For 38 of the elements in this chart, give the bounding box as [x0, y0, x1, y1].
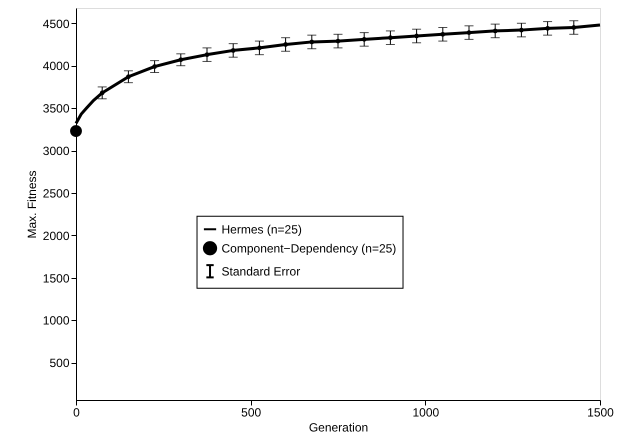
point [466, 30, 472, 35]
point [571, 25, 576, 30]
point [362, 37, 367, 42]
point [178, 57, 184, 62]
y-tick-label: 2500 [42, 186, 70, 200]
point [204, 52, 210, 58]
point [545, 26, 550, 31]
point [414, 34, 419, 38]
point [230, 48, 236, 53]
point [70, 125, 82, 137]
y-tick-label: 1500 [42, 271, 70, 286]
point [388, 35, 393, 40]
point [257, 46, 262, 50]
y-tick-label: 4000 [42, 59, 70, 74]
legend-label: Standard Error [222, 264, 300, 278]
x-tick-label: 0 [73, 406, 80, 420]
y-axis-title: Max. Fitness [24, 170, 39, 239]
x-tick-label: 500 [241, 406, 262, 420]
point [519, 28, 524, 32]
point [309, 40, 314, 44]
legend-label: Hermes (n=25) [222, 222, 302, 236]
y-tick-label: 2000 [42, 228, 70, 243]
point [283, 42, 288, 47]
y-tick-label: 3000 [42, 144, 70, 158]
point [126, 74, 131, 80]
point [100, 90, 105, 96]
x-tick-label: 1000 [412, 406, 440, 420]
y-tick-label: 500 [49, 356, 70, 370]
point [336, 38, 340, 44]
point [152, 64, 157, 69]
point [492, 28, 498, 34]
point [440, 32, 446, 37]
y-tick-label: 1000 [42, 314, 70, 328]
y-tick-label: 3500 [42, 102, 70, 116]
y-tick-label: 4500 [42, 16, 70, 31]
x-tick-label: 1500 [587, 406, 614, 420]
legend-label: Component−Dependency (n=25) [222, 241, 396, 256]
x-axis-title: Generation [308, 420, 368, 434]
